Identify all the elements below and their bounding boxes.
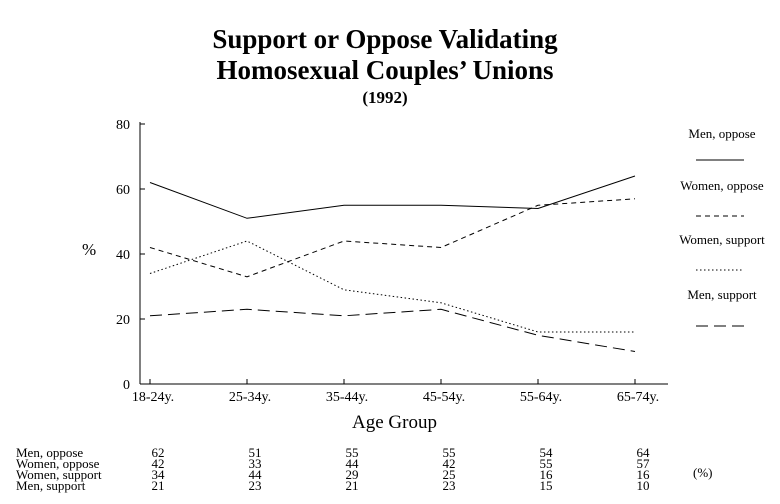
table-unit: (%) [693, 465, 713, 480]
table-cell-value: 44 [248, 467, 262, 482]
y-axis-label: % [82, 240, 97, 259]
legend-label: Women, support [679, 232, 765, 247]
table-cell-value: 55 [539, 456, 553, 471]
x-axis-label: Age Group [352, 412, 437, 433]
table-cell-value: 23 [442, 478, 456, 493]
table-row-label: Women, support [16, 467, 102, 482]
y-tick-label: 60 [116, 183, 130, 198]
table-cell-value: 10 [636, 478, 650, 493]
legend-label: Men, support [687, 287, 757, 302]
y-tick-label: 20 [116, 313, 130, 328]
x-tick-label: 18-24y. [132, 390, 174, 405]
table-cell-value: 64 [636, 445, 650, 460]
table-cell-value: 21 [345, 478, 359, 493]
x-tick-label: 55-64y. [520, 390, 562, 405]
table-cell-value: 15 [539, 478, 553, 493]
table-row-label: Men, oppose [16, 445, 84, 460]
table-cell-value: 51 [248, 445, 262, 460]
legend-label: Women, oppose [680, 178, 764, 193]
y-tick-label: 0 [123, 378, 130, 393]
table-cell-value: 42 [151, 456, 165, 471]
table-cell-value: 21 [151, 478, 165, 493]
chart-title-line-2: Homosexual Couples’ Unions [216, 55, 554, 85]
legend-label: Men, oppose [688, 126, 756, 141]
chart-title-line-1: Support or Oppose Validating [212, 24, 558, 54]
table-row-label: Men, support [16, 478, 86, 493]
x-tick-label: 65-74y. [617, 390, 659, 405]
table-cell-value: 29 [345, 467, 359, 482]
y-tick-label: 80 [116, 118, 130, 133]
table-cell-value: 34 [151, 467, 165, 482]
table-cell-value: 44 [345, 456, 359, 471]
table-row-label: Women, oppose [16, 456, 100, 471]
table-cell-value: 55 [442, 445, 456, 460]
table-cell-value: 23 [248, 478, 262, 493]
x-tick-label: 45-54y. [423, 390, 465, 405]
table-cell-value: 54 [539, 445, 553, 460]
table-cell-value: 42 [442, 456, 456, 471]
table-cell-value: 62 [151, 445, 165, 460]
series-line-0 [149, 175, 636, 219]
table-cell-value: 25 [442, 467, 456, 482]
table-cell-value: 33 [248, 456, 262, 471]
chart-subtitle: (1992) [362, 88, 408, 107]
x-tick-label: 25-34y. [229, 390, 271, 405]
y-tick-label: 40 [116, 248, 130, 263]
series-line-1 [149, 198, 636, 278]
table-cell-value: 57 [636, 456, 650, 471]
table-cell-value: 16 [636, 467, 650, 482]
series-line-3 [149, 308, 636, 352]
series-line-2 [149, 240, 635, 333]
table-cell-value: 55 [345, 445, 359, 460]
x-tick-label: 35-44y. [326, 390, 368, 405]
table-cell-value: 16 [539, 467, 553, 482]
